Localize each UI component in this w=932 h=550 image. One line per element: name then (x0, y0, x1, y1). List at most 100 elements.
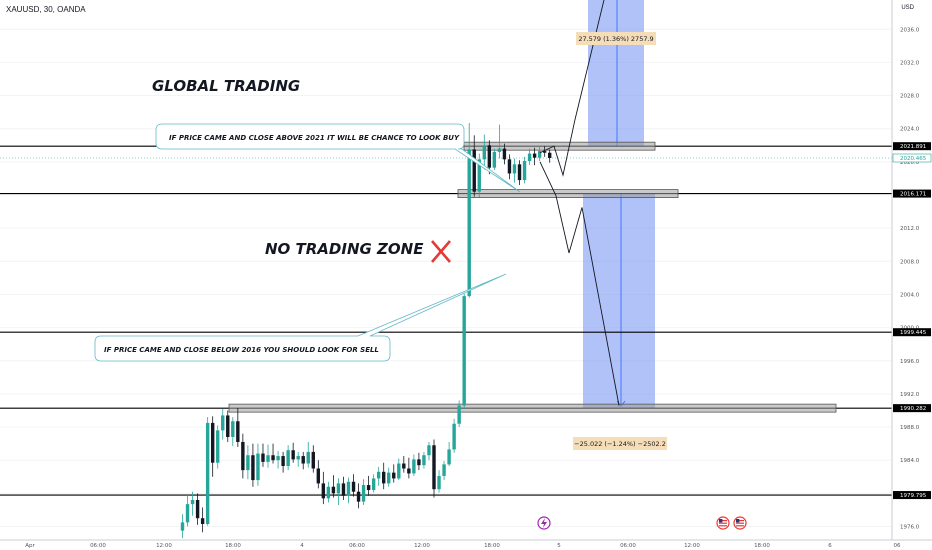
candle-body (547, 152, 552, 158)
candle (437, 470, 441, 493)
current-price-tag[interactable] (892, 153, 932, 163)
candle (346, 477, 351, 504)
candle-body (301, 456, 305, 464)
candle-body (266, 455, 270, 462)
candle (185, 495, 190, 527)
price-axis[interactable]: 1976.01980.01984.01988.01992.01996.02000… (891, 0, 932, 540)
time-axis[interactable]: Apr 06:00 12:00 18:00 4 06:00 12:00 18:00 5 06:00… (0, 539, 932, 550)
candle-body (512, 164, 517, 174)
candle-body (326, 486, 331, 499)
candle-body (336, 483, 341, 494)
candle-body (507, 159, 512, 174)
candle (442, 461, 446, 481)
x-mark-icon (431, 240, 451, 263)
candle (522, 156, 527, 184)
price-tick-label: 1996.0 (900, 359, 920, 365)
candle-body (371, 478, 376, 491)
level-price-tag[interactable] (893, 491, 931, 500)
candle-body (527, 153, 532, 162)
candle (266, 444, 270, 468)
candle-body (241, 441, 245, 471)
candle-body (482, 145, 486, 160)
level-price-tag[interactable] (893, 189, 931, 198)
candle (341, 476, 346, 500)
candle (527, 148, 532, 166)
buy-callout[interactable]: IF PRICE CAME AND CLOSE ABOVE 2021 IT WI… (155, 123, 521, 193)
candle-body (291, 450, 295, 460)
candle (512, 158, 517, 183)
candle-body (497, 148, 502, 152)
candle (311, 445, 315, 473)
price-tick-label: 2008.0 (900, 259, 920, 265)
base-box[interactable] (228, 403, 837, 413)
candle-body (190, 499, 195, 505)
candle (321, 471, 326, 505)
candle-body (382, 471, 386, 484)
candle-body (437, 475, 441, 490)
candle-body (502, 148, 507, 160)
buy-callout-text: IF PRICE CAME AND CLOSE ABOVE 2021 IT WI… (169, 134, 460, 142)
candle-body (185, 504, 190, 523)
candle (537, 146, 542, 162)
long-position-label[interactable]: 27.579 (1.36%) 2757.9 (576, 32, 656, 45)
us-flag-event-icon[interactable] (733, 516, 747, 530)
candle (477, 153, 481, 198)
sell-callout[interactable]: IF PRICE CAME AND CLOSE BELOW 2016 YOU S… (94, 273, 507, 362)
candle-body (532, 153, 537, 158)
candle-body (246, 455, 250, 471)
candle (382, 462, 386, 490)
sell-callout-text: IF PRICE CAME AND CLOSE BELOW 2016 YOU S… (104, 346, 379, 354)
symbol-title: XAUUSD, 30, OANDA (6, 5, 86, 14)
candle-body (321, 483, 326, 499)
candle-body (341, 483, 346, 496)
candle-body (407, 468, 411, 474)
candle (261, 443, 265, 467)
candle (216, 425, 220, 469)
level-price-label: 2021.891 (900, 144, 926, 150)
candle-body (361, 485, 366, 502)
price-tick-label: 1984.0 (900, 458, 920, 464)
long-position-label-text: 27.579 (1.36%) 2757.9 (578, 35, 653, 43)
candle-body (467, 149, 471, 297)
short-position-label-text: −25.022 (−1.24%) −2502.2 (574, 440, 666, 448)
level-price-tag[interactable] (893, 404, 931, 413)
long-target-zone (588, 0, 644, 147)
candle-body (487, 145, 492, 168)
candle (291, 442, 295, 463)
level-price-tag[interactable] (893, 328, 931, 337)
candle-body (402, 463, 406, 469)
candle (361, 479, 366, 505)
event-lightning-icon[interactable] (537, 516, 551, 530)
price-tick-label: 2004.0 (900, 292, 920, 298)
horizontal-levels[interactable] (0, 0, 892, 496)
current-price-label: 2020.465 (900, 156, 927, 162)
candle (472, 135, 476, 197)
grid (0, 28, 892, 527)
candle-body (346, 481, 351, 496)
candle (502, 143, 507, 165)
candle (462, 293, 466, 409)
support-box[interactable] (457, 189, 679, 198)
candle (281, 451, 285, 473)
time-axis-bg (0, 540, 932, 550)
candle-body (356, 491, 361, 502)
candle-body (537, 151, 542, 158)
time-tick-label: 18:00 (225, 543, 241, 549)
candle (271, 443, 275, 464)
candle (276, 451, 280, 469)
candle (190, 491, 195, 516)
bearish-projection-path (539, 161, 620, 406)
resistance-box[interactable] (463, 141, 656, 151)
short-position-label[interactable]: −25.022 (−1.24%) −2502.2 (573, 437, 667, 450)
candle-body (296, 456, 300, 460)
candle-body (256, 453, 260, 481)
bullish-projection-path (539, 0, 605, 177)
us-flag-event-icon[interactable] (716, 516, 730, 530)
level-price-tag[interactable] (893, 142, 931, 151)
position-zones (583, 0, 655, 409)
candle-body (216, 430, 220, 463)
candle (542, 146, 547, 157)
time-tick-label: 12:00 (414, 543, 430, 549)
candle-body (517, 164, 522, 181)
